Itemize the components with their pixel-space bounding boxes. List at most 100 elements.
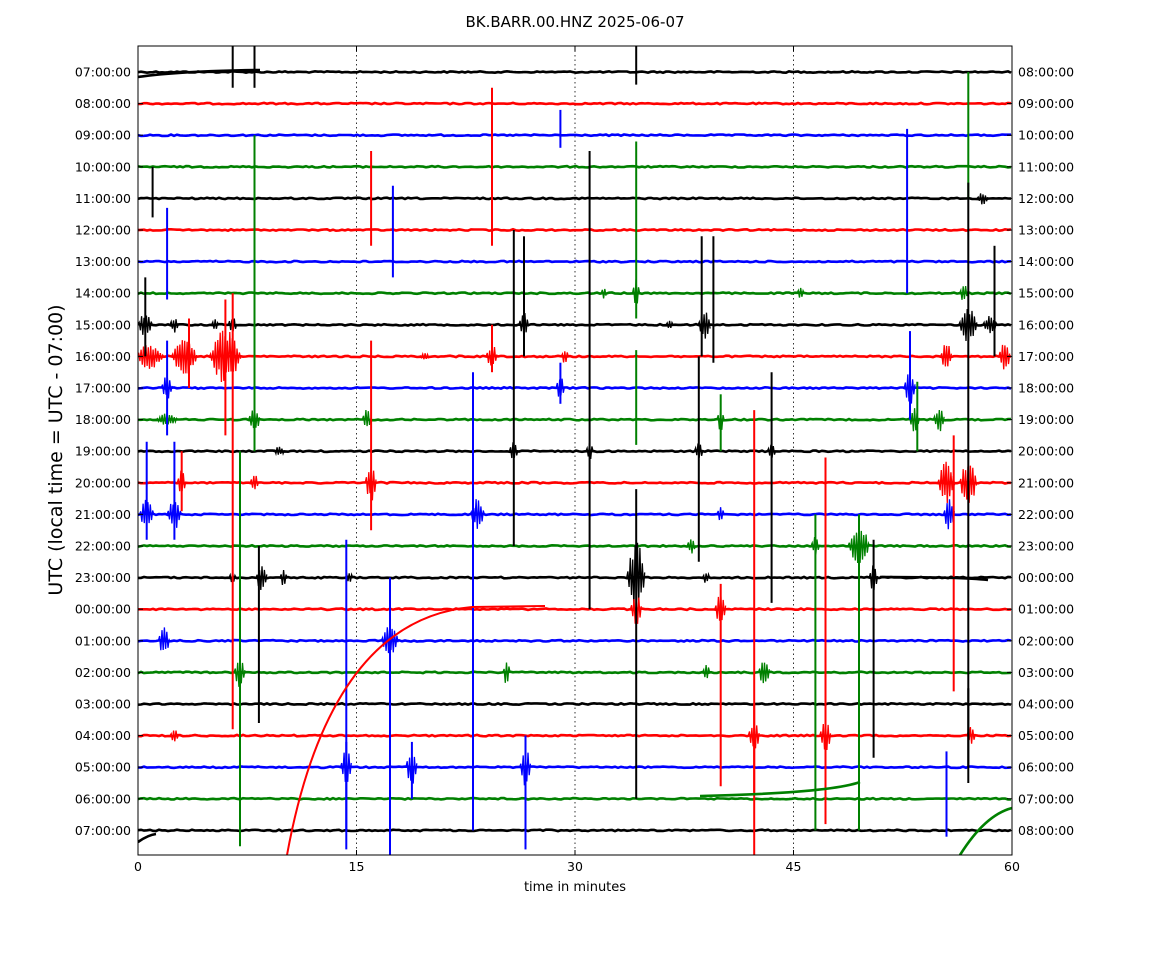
y-tick-label-right: 23:00:00 [1018,539,1074,554]
y-tick-label-left: 23:00:00 [75,570,131,585]
trace-burst [560,351,570,363]
trace-row [138,828,1012,833]
trace-burst [686,539,697,554]
trace-burst [138,345,165,369]
y-tick-label-right: 17:00:00 [1018,349,1074,364]
trace-row [138,354,1012,359]
y-tick-label-left: 21:00:00 [75,507,131,522]
y-tick-label-left: 08:00:00 [75,96,131,111]
trace-burst [665,320,674,329]
x-tick-label: 0 [134,859,142,874]
y-tick-label-right: 15:00:00 [1018,286,1074,301]
y-tick-label-left: 00:00:00 [75,602,131,617]
trace-drift [958,806,1012,855]
y-tick-label-right: 08:00:00 [1018,65,1074,80]
trace-row [138,227,1012,233]
y-tick-label-left: 09:00:00 [75,128,131,143]
trace-drift [699,780,861,798]
y-tick-label-right: 07:00:00 [1018,791,1074,806]
trace-burst [418,351,431,360]
y-tick-label-right: 05:00:00 [1018,728,1074,743]
trace-burst [701,665,711,679]
y-tick-label-right: 09:00:00 [1018,96,1074,111]
trace-burst [273,446,285,457]
y-tick-label-left: 15:00:00 [75,317,131,332]
trace-burst [169,319,180,333]
trace-row [138,638,1012,643]
y-tick-label-left: 06:00:00 [75,791,131,806]
y-tick-label-left: 17:00:00 [75,381,131,396]
x-tick-label: 30 [567,859,583,874]
y-tick-label-left: 12:00:00 [75,223,131,238]
trace-burst [361,410,372,427]
trace-burst [255,566,268,591]
y-tick-label-left: 14:00:00 [75,286,131,301]
trace-row [138,512,1012,517]
trace-row [138,101,1012,106]
trace-row [138,69,1012,75]
trace-row [138,670,1012,675]
y-tick-label-right: 01:00:00 [1018,602,1074,617]
trace-burst [958,286,969,300]
y-tick-label-left: 05:00:00 [75,760,131,775]
y-tick-label-left: 07:00:00 [75,823,131,838]
trace-row [138,133,1011,138]
y-tick-label-right: 04:00:00 [1018,697,1074,712]
trace-row [138,796,1012,801]
trace-row [138,480,1011,485]
trace-drift [138,832,157,844]
y-tick-label-right: 19:00:00 [1018,412,1074,427]
trace-drift [879,575,989,582]
y-tick-label-right: 12:00:00 [1018,191,1074,206]
y-tick-label-left: 13:00:00 [75,254,131,269]
x-tick-label: 45 [786,859,802,874]
y-tick-label-right: 02:00:00 [1018,633,1074,648]
trace-burst [796,287,805,298]
trace-burst [279,569,288,585]
y-tick-label-right: 14:00:00 [1018,254,1074,269]
x-axis-label: time in minutes [524,880,626,895]
trace-burst [939,345,953,367]
trace-burst [169,730,180,742]
trace-row [138,449,1012,454]
trace-burst [998,344,1011,370]
y-tick-label-right: 03:00:00 [1018,665,1074,680]
y-tick-label-left: 11:00:00 [75,191,131,206]
trace-burst [701,571,711,583]
trace-burst [932,409,945,432]
y-tick-label-left: 10:00:00 [75,159,131,174]
trace-row [138,196,1012,201]
y-tick-label-left: 16:00:00 [75,349,131,364]
trace-group [138,46,1012,855]
y-tick-label-left: 02:00:00 [75,665,131,680]
trace-burst [157,627,170,651]
trace-row [138,164,1012,169]
y-tick-label-right: 06:00:00 [1018,760,1074,775]
trace-row [138,607,1012,612]
y-tick-label-right: 21:00:00 [1018,475,1074,490]
trace-burst [170,340,198,374]
trace-burst [697,312,711,339]
trace-burst [937,461,956,504]
trace-burst [716,507,725,521]
x-tick-label: 60 [1004,859,1020,874]
y-tick-label-right: 00:00:00 [1018,570,1074,585]
trace-row [138,322,1012,327]
y-tick-label-left: 01:00:00 [75,633,131,648]
trace-row [138,765,1012,770]
trace-row [138,291,1012,296]
trace-drift [286,605,546,855]
y-tick-label-right: 18:00:00 [1018,381,1074,396]
y-tick-label-right: 16:00:00 [1018,317,1074,332]
y-tick-label-left: 07:00:00 [75,65,131,80]
y-tick-label-right: 20:00:00 [1018,444,1074,459]
y-tick-label-left: 04:00:00 [75,728,131,743]
x-tick-label: 15 [349,859,365,874]
y-tick-label-left: 20:00:00 [75,475,131,490]
trace-row [138,259,1012,264]
trace-burst [502,662,511,683]
trace-burst [976,193,989,205]
trace-burst [249,475,260,490]
y-tick-label-right: 13:00:00 [1018,223,1074,238]
